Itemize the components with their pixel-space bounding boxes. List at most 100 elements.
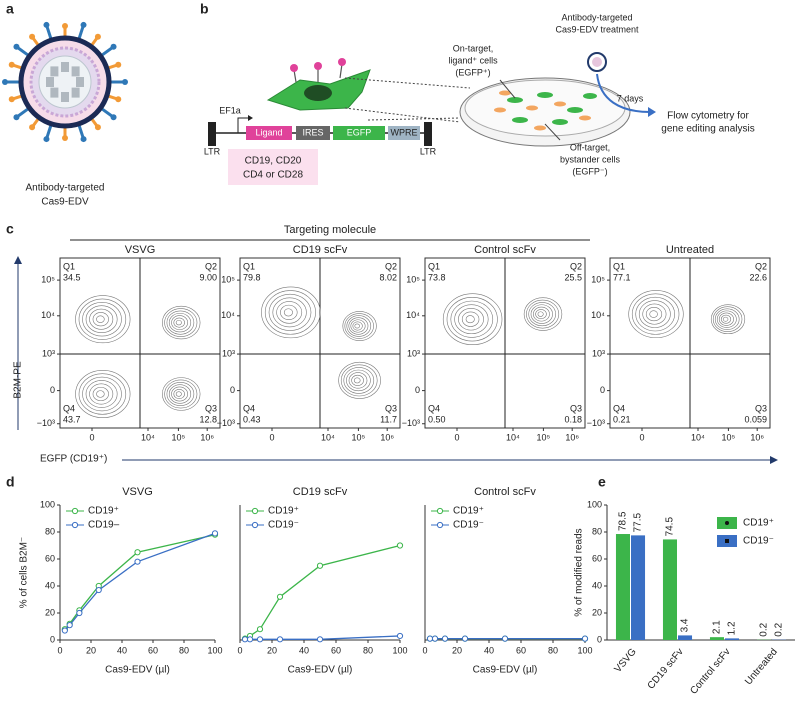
contour — [82, 302, 122, 337]
y-tick-label: −10³ — [217, 418, 235, 428]
y-tick-label: 40 — [592, 580, 602, 590]
data-point — [581, 635, 589, 642]
spike-head — [8, 96, 15, 103]
quadrant-name: Q3 — [385, 403, 397, 413]
legend-marker — [251, 507, 259, 515]
data-point — [276, 636, 284, 643]
spike-head — [43, 21, 50, 28]
x-tick-label: 10⁴ — [691, 432, 705, 442]
spike-head — [13, 114, 20, 121]
x-tick-label: 100 — [392, 645, 407, 655]
data-point — [95, 586, 102, 594]
data-point — [316, 636, 324, 643]
data-point — [241, 636, 249, 643]
spike-head — [122, 79, 128, 85]
y-tick-label: 0 — [415, 385, 420, 395]
y-tick-label: 0 — [600, 385, 605, 395]
value-label: 3.4 — [680, 618, 691, 632]
value-label: 1.2 — [727, 621, 738, 635]
quadrant-name: Q3 — [570, 403, 582, 413]
x-tick-label: 0 — [422, 645, 427, 655]
quadrant-value: 34.5 — [63, 272, 81, 282]
quadrant-name: Q1 — [63, 261, 75, 271]
y-axis-label: % of cells B2M⁻ — [19, 537, 30, 608]
contour — [261, 286, 321, 339]
contour — [92, 386, 109, 402]
quadrant-value: 0.43 — [243, 414, 261, 424]
contour — [342, 311, 377, 341]
quadrant-name: Q2 — [205, 261, 217, 271]
legend-label: CD19⁺ — [268, 506, 299, 517]
plot-title: Untreated — [666, 244, 714, 256]
spike-head — [8, 61, 15, 68]
treatment-label: Cas9-EDV treatment — [555, 24, 639, 34]
x-tick-label: 20 — [86, 645, 96, 655]
quadrant-name: Q1 — [613, 261, 625, 271]
contour — [454, 304, 489, 335]
contour — [450, 300, 494, 338]
contour — [344, 313, 374, 339]
y-tick-label: 10⁵ — [41, 274, 55, 284]
contour — [642, 303, 667, 325]
on-target-label: ligand⁺ cells — [448, 55, 498, 65]
construct-label: LTR — [204, 146, 221, 156]
contour — [272, 297, 307, 328]
contour — [168, 312, 192, 333]
quadrant-name: Q2 — [755, 261, 767, 271]
x-tick-label: 20 — [452, 645, 462, 655]
value-label: 0.2 — [774, 622, 785, 636]
x-tick-label: 100 — [577, 645, 592, 655]
contour — [461, 311, 480, 327]
contour — [78, 298, 127, 340]
cargo — [61, 62, 69, 72]
y-tick-label: 100 — [587, 499, 602, 509]
y-tick-label: 80 — [592, 526, 602, 536]
off-target-label: bystander cells — [560, 154, 621, 164]
contour — [264, 290, 316, 335]
contour — [710, 304, 746, 335]
legend-label: CD19– — [88, 520, 120, 531]
contour — [533, 306, 550, 322]
quadrant-name: Q1 — [243, 261, 255, 271]
contour — [92, 312, 109, 327]
y-axis-label: B2M-PE — [13, 361, 24, 399]
x-tick-label: 60 — [331, 645, 341, 655]
y-tick-label: 20 — [592, 607, 602, 617]
spike-head — [80, 21, 87, 28]
y-axis-label: % of modified reads — [574, 528, 585, 616]
x-tick-label: 40 — [299, 645, 309, 655]
spike-head — [110, 114, 117, 121]
contour — [446, 297, 498, 342]
value-label: 74.5 — [665, 517, 676, 537]
contour — [649, 310, 658, 318]
x-tick-label: 10⁶ — [200, 432, 214, 442]
data-point — [256, 636, 264, 643]
contour — [353, 377, 361, 384]
x-tick-label: 80 — [363, 645, 373, 655]
spike-head — [62, 23, 68, 29]
construct-label: IRES — [302, 127, 323, 137]
data-point — [316, 562, 324, 569]
cargo — [50, 66, 59, 77]
contour — [458, 307, 484, 331]
bar — [662, 539, 677, 640]
spike-head — [62, 135, 68, 141]
quadrant-name: Q4 — [243, 403, 255, 413]
panel-label: b — [200, 1, 209, 17]
quadrant-value: 22.6 — [749, 272, 767, 282]
x-tick-label: 0 — [639, 432, 644, 442]
caption: Antibody-targeted — [26, 183, 105, 194]
quadrant-value: 25.5 — [564, 272, 582, 282]
construct-label: LTR — [420, 146, 437, 156]
axis-arrow — [14, 256, 22, 264]
quadrant-value: 79.8 — [243, 272, 261, 282]
x-tick-label: 100 — [207, 645, 222, 655]
contour — [164, 379, 198, 409]
chart-title: VSVG — [122, 486, 153, 498]
data-point — [396, 542, 404, 549]
quadrant-value: 0.059 — [744, 414, 767, 424]
contour — [78, 373, 127, 415]
contour — [166, 310, 195, 335]
contour — [350, 319, 366, 333]
data-point — [256, 626, 264, 633]
